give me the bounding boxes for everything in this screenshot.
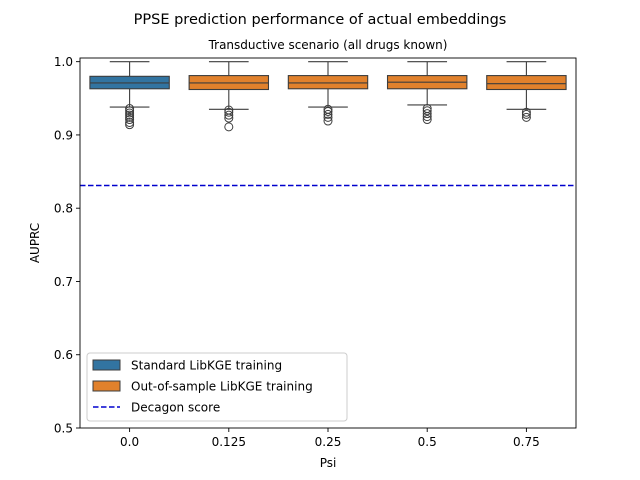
x-tick-label: 0.125 (212, 435, 246, 449)
outlier-point (125, 112, 135, 122)
chart-suptitle: PPSE prediction performance of actual em… (134, 12, 507, 28)
y-tick-label: 0.7 (54, 275, 73, 289)
legend-frame (86, 352, 348, 422)
outlier-point (521, 107, 531, 117)
y-axis: 0.5 0.6 0.7 0.8 0.9 1.0 (54, 55, 80, 436)
outlier-point (224, 105, 234, 115)
box-group (188, 61, 270, 132)
legend-label: Out-of-sample LibKGE training (131, 380, 313, 394)
outlier-point (521, 109, 531, 119)
outlier-point (422, 106, 432, 116)
box-group (89, 61, 170, 130)
box-group (486, 61, 567, 122)
x-tick-label: 0.75 (513, 435, 540, 449)
x-tick-label: 0.5 (418, 435, 437, 449)
outlier-point (323, 116, 333, 126)
outlier-point (224, 110, 234, 120)
x-axis-label: Psi (320, 456, 337, 470)
legend-swatch (92, 380, 121, 392)
legend-label: Standard LibKGE training (131, 359, 282, 373)
outlier-point (125, 117, 135, 127)
y-tick-label: 0.9 (54, 128, 73, 142)
y-tick-label: 0.5 (54, 422, 73, 436)
outlier-point (125, 106, 135, 116)
legend: Standard LibKGE training Out-of-sample Li… (86, 352, 348, 422)
outlier-point (323, 106, 333, 116)
outlier-point (125, 104, 135, 114)
box-iqr (486, 75, 567, 91)
outlier-point (125, 120, 135, 130)
y-axis-label: AUPRC (28, 223, 42, 263)
outlier-point (125, 115, 135, 125)
box-iqr (287, 75, 369, 90)
chart-title: Transductive scenario (all drugs known) (208, 38, 448, 52)
legend-label: Decagon score (131, 401, 220, 415)
outlier-point (224, 122, 234, 132)
outlier-point (521, 112, 531, 122)
x-axis: 0.0 0.125 0.25 0.5 0.75 (120, 428, 540, 449)
plot-area (80, 61, 576, 187)
outlier-point (323, 109, 333, 119)
outlier-point (224, 107, 234, 117)
box-group (287, 61, 369, 126)
outlier-point (125, 108, 135, 118)
outlier-point (422, 115, 432, 125)
outlier-point (422, 109, 432, 119)
outlier-point (125, 110, 135, 120)
outlier-point (323, 104, 333, 114)
y-tick-label: 1.0 (54, 55, 73, 69)
x-tick-label: 0.0 (120, 435, 139, 449)
x-tick-label: 0.25 (315, 435, 342, 449)
legend-swatch (92, 359, 121, 371)
y-tick-label: 0.6 (54, 348, 73, 362)
box-group (386, 61, 468, 125)
outlier-point (422, 104, 432, 114)
y-tick-label: 0.8 (54, 202, 73, 216)
